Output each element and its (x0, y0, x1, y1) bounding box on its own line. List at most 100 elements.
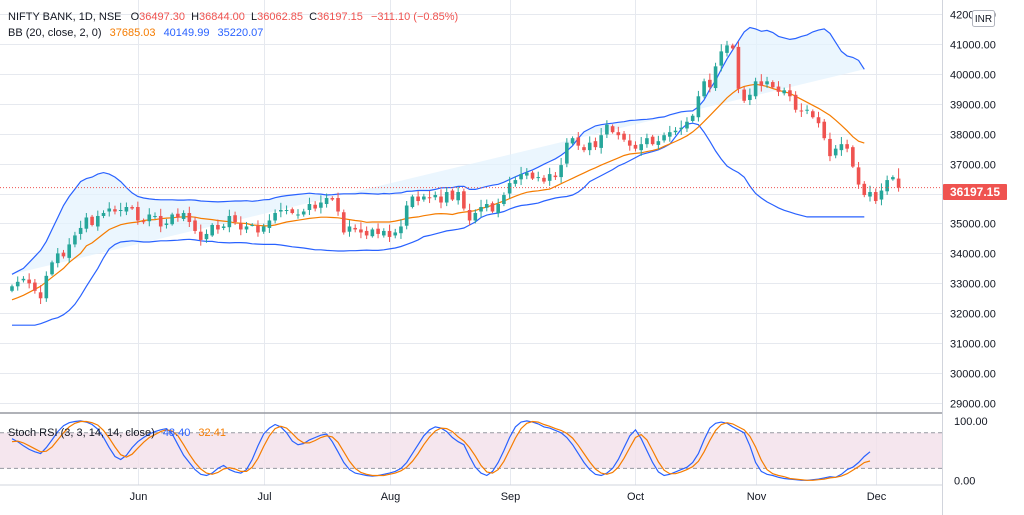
candle-body (422, 196, 426, 200)
candle-body (313, 204, 317, 209)
candle-body (198, 231, 203, 240)
candle-body (685, 121, 689, 129)
candle-body (690, 115, 695, 121)
candle-body (347, 226, 352, 232)
candle-body (221, 226, 226, 228)
candle-body (136, 207, 140, 221)
candle-body (387, 230, 392, 237)
candle-body (616, 132, 621, 136)
candle-body (742, 89, 746, 101)
candle-body (21, 278, 26, 281)
candle-body (656, 141, 661, 145)
high-value: 36844.00 (199, 11, 245, 23)
candle-body (462, 191, 466, 209)
candle-body (696, 96, 701, 118)
candle-body (547, 174, 552, 181)
price-tick-label: 35000.00 (950, 219, 996, 231)
stoch-axis[interactable]: 100.00 0.00 (954, 416, 988, 487)
stoch-tick-label: 0.00 (954, 475, 975, 487)
candle-body (393, 232, 398, 236)
ohlc-legend: NIFTY BANK, 1D, NSE O36497.30 H36844.00 … (8, 11, 458, 23)
candle-body (67, 244, 71, 258)
time-tick-label: Nov (747, 491, 767, 503)
candle-body (404, 205, 409, 226)
candle-body (176, 213, 180, 218)
candle-body (61, 252, 66, 257)
candle-body (296, 214, 300, 216)
candle-body (839, 144, 844, 151)
time-tick-label: Dec (867, 491, 887, 503)
candle-body (519, 174, 523, 180)
candle-body (239, 223, 243, 230)
candle-body (101, 212, 106, 216)
candle-body (427, 197, 432, 199)
candle-body (307, 204, 312, 210)
candle-body (256, 225, 260, 233)
candle-body (525, 172, 529, 176)
candle-body (553, 175, 558, 178)
time-axis[interactable]: Jun Jul Aug Sep Oct Nov Dec (130, 491, 887, 503)
candle-body (27, 279, 31, 284)
candle-body (301, 211, 306, 215)
candle-body (639, 144, 643, 151)
candle-body (484, 204, 489, 208)
candle-body (748, 94, 752, 101)
candle-body (730, 45, 735, 49)
candle-body (324, 198, 329, 205)
candle-body (627, 140, 632, 146)
candle-body (645, 138, 649, 145)
bb-upper-line (11, 26, 865, 275)
candle-body (788, 90, 792, 97)
candle-body (668, 132, 672, 137)
candle-body (891, 177, 895, 180)
candle-body (107, 208, 112, 212)
bb-lower-line (12, 122, 865, 326)
candle-body (650, 136, 655, 145)
candle-body (153, 215, 157, 217)
candle-body (633, 144, 638, 149)
candle-body (873, 192, 878, 202)
candle-body (15, 281, 20, 287)
bb-lower-value: 35220.07 (218, 27, 264, 39)
candle-body (885, 180, 889, 192)
candle-body (593, 141, 598, 148)
candle-body (233, 215, 237, 222)
candle-body (570, 138, 575, 144)
candle-body (587, 142, 592, 151)
candle-body (576, 137, 581, 146)
candle-body (353, 227, 357, 230)
candle-body (261, 226, 266, 232)
candle-body (582, 147, 586, 151)
price-tick-label: 41000.00 (950, 40, 996, 52)
currency-badge[interactable]: INR (972, 10, 995, 27)
candle-body (542, 177, 546, 182)
price-tick-label: 38000.00 (950, 130, 996, 142)
candle-body (341, 212, 346, 233)
price-tick-label: 40000.00 (950, 70, 996, 82)
candle-body (662, 135, 666, 141)
price-tick-label: 31000.00 (950, 339, 996, 351)
candle-body (204, 233, 209, 240)
candle-body (559, 165, 563, 178)
candle-body (805, 109, 809, 111)
bb-band-fill (12, 27, 865, 275)
candle-body (622, 133, 626, 140)
bb-legend[interactable]: BB (20, close, 2, 0) 37685.03 40149.99 3… (8, 27, 263, 39)
candle-body (816, 117, 821, 124)
candle-body (725, 45, 729, 53)
stoch-legend[interactable]: Stoch RSI (3, 3, 14, 14, close) 48.40 32… (8, 427, 226, 439)
price-tick-label: 33000.00 (950, 279, 996, 291)
price-tick-label: 37000.00 (950, 160, 996, 172)
candle-body (364, 230, 369, 236)
bb-basis-line (11, 83, 865, 301)
stoch-d-line (11, 420, 871, 481)
price-tick-label: 32000.00 (950, 309, 996, 321)
candle-body (753, 81, 758, 97)
candle-body (793, 94, 798, 110)
candle-body (530, 172, 535, 179)
candle-body (502, 195, 506, 205)
candle-body (811, 111, 815, 118)
candle-body (370, 229, 375, 237)
